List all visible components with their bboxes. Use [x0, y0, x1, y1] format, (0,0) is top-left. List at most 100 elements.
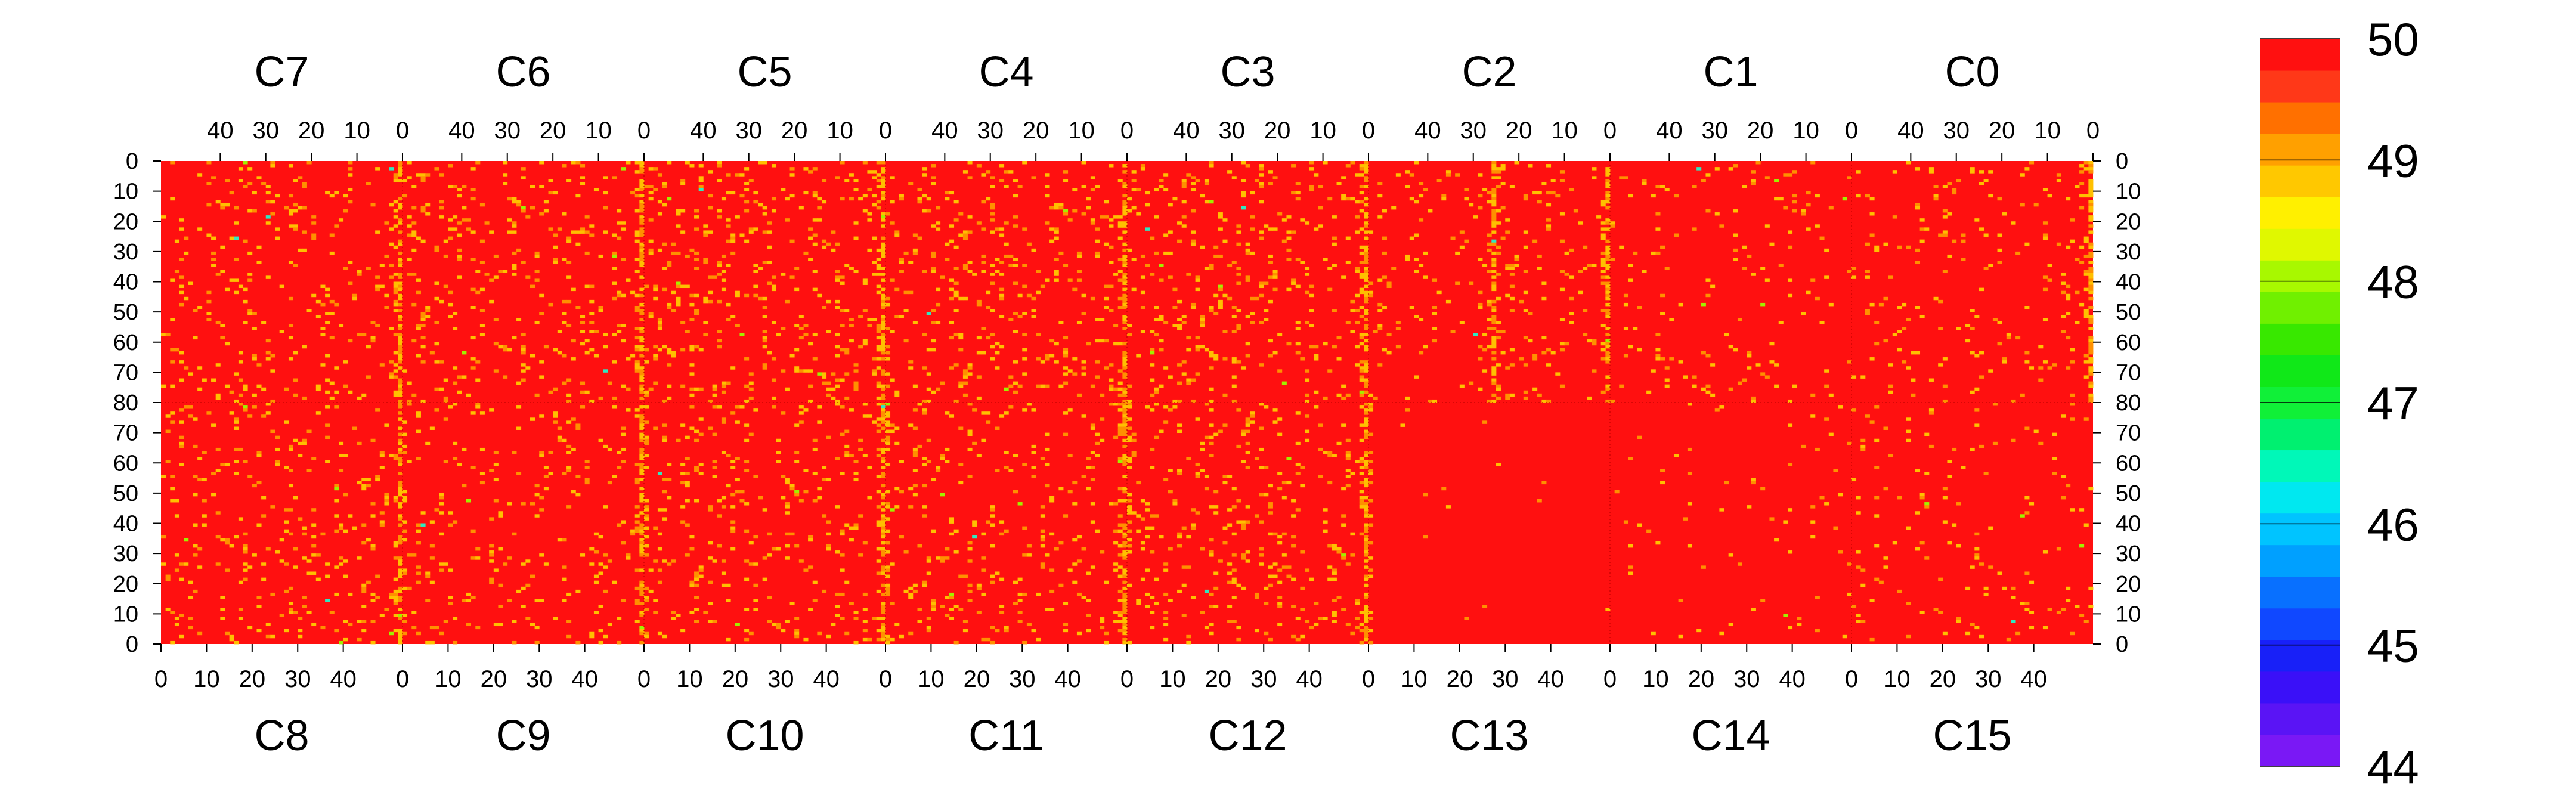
heatmap-cell [398, 411, 402, 414]
heatmap-cell [1792, 209, 1797, 212]
heatmap-cell [234, 221, 239, 224]
heatmap-cell [699, 463, 704, 466]
heatmap-cell [1756, 161, 1761, 164]
heatmap-cell [826, 478, 831, 481]
heatmap-cell [1601, 342, 1606, 345]
heatmap-cell [1196, 475, 1200, 478]
heatmap-cell [817, 496, 822, 499]
heatmap-cell [266, 221, 271, 224]
heatmap-cell [899, 635, 904, 638]
heatmap-cell [407, 234, 412, 237]
heatmap-cell [1487, 200, 1492, 203]
heatmap-cell [662, 423, 667, 426]
heatmap-cell [1032, 315, 1036, 318]
heatmap-cell [1150, 527, 1154, 530]
heatmap-cell [562, 312, 566, 315]
heatmap-cell [1998, 572, 2002, 575]
heatmap-cell [1045, 221, 1049, 224]
heatmap-cell [904, 309, 909, 312]
heatmap-cell [1205, 200, 1209, 203]
heatmap-cell [1113, 562, 1118, 565]
heatmap-cell [1364, 605, 1368, 608]
heatmap-cell [261, 414, 266, 417]
heatmap-cell [1045, 463, 1049, 466]
heatmap-cell [644, 587, 649, 590]
heatmap-cell [703, 333, 708, 336]
heatmap-cell [881, 414, 886, 417]
heatmap-cell [1883, 487, 1888, 490]
heatmap-cell [1852, 408, 1856, 411]
heatmap-cell [1086, 466, 1091, 469]
heatmap-cell [881, 472, 886, 475]
heatmap-cell [1605, 267, 1610, 270]
heatmap-cell [421, 511, 426, 514]
heatmap-cell [1874, 405, 1879, 408]
heatmap-cell [289, 611, 293, 614]
heatmap-cell [744, 188, 749, 191]
heatmap-cell [1610, 221, 1615, 224]
heatmap-cell [785, 505, 790, 508]
heatmap-cell [366, 581, 371, 584]
heatmap-cell [863, 541, 868, 544]
heatmap-cell [398, 379, 402, 382]
heatmap-cell [1268, 502, 1273, 505]
heatmap-cell [881, 182, 886, 185]
heatmap-cell [1637, 524, 1642, 527]
heatmap-cell [1368, 524, 1373, 527]
heatmap-cell [380, 363, 385, 366]
heatmap-cell [881, 638, 886, 641]
heatmap-cell [1679, 303, 1683, 306]
heatmap-cell [1920, 541, 1925, 544]
heatmap-cell [1961, 234, 1965, 237]
heatmap-cell [863, 278, 868, 281]
heatmap-cell [730, 411, 735, 414]
heatmap-cell [644, 439, 649, 442]
heatmap-cell [498, 547, 503, 550]
heatmap-cell [708, 206, 713, 209]
heatmap-cell [639, 493, 644, 496]
heatmap-cell [854, 179, 859, 182]
heatmap-cell [1729, 345, 1733, 348]
heatmap-cell [1122, 608, 1127, 611]
heatmap-cell [343, 360, 348, 363]
heatmap-cell [667, 197, 671, 200]
heatmap-cell [1396, 173, 1401, 176]
heatmap-cell [1979, 182, 1984, 185]
heatmap-cell [612, 282, 617, 285]
heatmap-cell [763, 261, 767, 264]
heatmap-cell [1810, 520, 1815, 523]
heatmap-cell [739, 234, 744, 237]
x-tick-label-top: 10 [585, 117, 612, 144]
heatmap-cell [485, 273, 490, 275]
heatmap-cell [726, 218, 731, 221]
heatmap-cell [211, 264, 216, 267]
heatmap-cell [963, 267, 968, 270]
heatmap-cell [626, 556, 630, 559]
heatmap-cell [175, 514, 179, 517]
heatmap-cell [954, 267, 959, 270]
heatmap-cell [881, 635, 886, 638]
heatmap-cell [840, 379, 845, 382]
heatmap-cell [662, 635, 667, 638]
heatmap-cell [247, 475, 252, 478]
heatmap-cell [402, 369, 407, 372]
heatmap-cell [1541, 282, 1546, 285]
heatmap-cell [1491, 394, 1496, 397]
heatmap-cell [448, 218, 453, 221]
heatmap-cell [1095, 252, 1100, 255]
heatmap-cell [1022, 463, 1027, 466]
heatmap-cell [1870, 638, 1875, 641]
heatmap-cell [275, 237, 280, 240]
heatmap-cell [986, 420, 990, 423]
heatmap-cell [1751, 273, 1756, 275]
heatmap-cell [521, 333, 526, 336]
heatmap-cell [1705, 173, 1710, 176]
heatmap-cell [1246, 442, 1250, 445]
heatmap-cell [940, 275, 945, 278]
heatmap-cell [1122, 427, 1127, 430]
heatmap-cell [384, 294, 389, 297]
heatmap-cell [1605, 339, 1610, 342]
heatmap-cell [434, 167, 439, 170]
heatmap-cell [1264, 405, 1268, 408]
heatmap-cell [1045, 553, 1049, 556]
